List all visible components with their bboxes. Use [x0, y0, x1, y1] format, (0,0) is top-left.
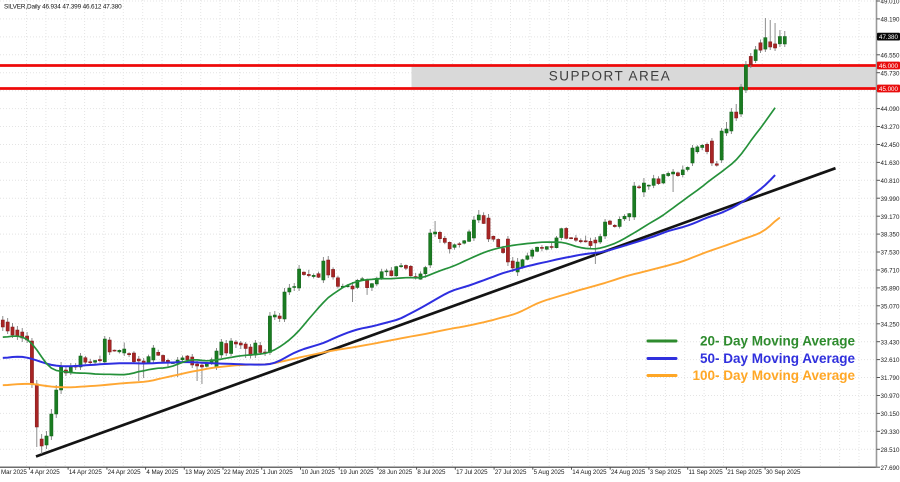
svg-text:42.450: 42.450: [881, 142, 900, 149]
svg-text:46.000: 46.000: [879, 63, 898, 70]
svg-text:41.630: 41.630: [881, 160, 900, 167]
svg-text:17 Jul 2025: 17 Jul 2025: [456, 469, 488, 476]
svg-text:46.550: 46.550: [881, 52, 900, 59]
svg-text:24 Apr 2025: 24 Apr 2025: [108, 469, 141, 476]
svg-text:1 Jun 2025: 1 Jun 2025: [263, 469, 294, 476]
svg-text:45.730: 45.730: [881, 70, 900, 77]
svg-text:21 Sep 2025: 21 Sep 2025: [727, 469, 762, 476]
svg-text:47.380: 47.380: [879, 34, 898, 41]
svg-text:40.810: 40.810: [881, 178, 900, 185]
svg-text:30 Sep 2025: 30 Sep 2025: [766, 469, 801, 476]
svg-text:39.990: 39.990: [881, 196, 900, 203]
svg-text:50- Day Moving Average: 50- Day Moving Average: [700, 351, 856, 366]
svg-text:48.190: 48.190: [881, 17, 900, 24]
svg-text:SILVER,Daily 46.934 47.399 46.: SILVER,Daily 46.934 47.399 46.612 47.380: [4, 4, 122, 11]
svg-text:35.070: 35.070: [881, 303, 900, 310]
svg-text:24 Aug 2025: 24 Aug 2025: [611, 469, 646, 476]
svg-text:27.690: 27.690: [881, 465, 900, 472]
svg-text:28.510: 28.510: [881, 447, 900, 454]
svg-text:4 May 2025: 4 May 2025: [146, 469, 178, 476]
svg-text:22 May 2025: 22 May 2025: [224, 469, 260, 476]
svg-text:100- Day Moving Average: 100- Day Moving Average: [692, 368, 855, 383]
svg-text:SUPPORT AREA: SUPPORT AREA: [549, 69, 672, 84]
svg-text:34.250: 34.250: [881, 321, 900, 328]
svg-text:20- Day Moving Average: 20- Day Moving Average: [700, 334, 856, 349]
svg-text:Mar 2025: Mar 2025: [1, 469, 27, 476]
svg-text:39.170: 39.170: [881, 214, 900, 221]
svg-text:35.890: 35.890: [881, 286, 900, 293]
svg-text:13 May 2025: 13 May 2025: [185, 469, 221, 476]
svg-text:10 Jun 2025: 10 Jun 2025: [301, 469, 335, 476]
svg-text:32.610: 32.610: [881, 357, 900, 364]
svg-text:33.430: 33.430: [881, 339, 900, 346]
svg-text:49.010: 49.010: [881, 0, 900, 6]
svg-text:4 Apr 2025: 4 Apr 2025: [30, 469, 60, 476]
svg-text:31.790: 31.790: [881, 375, 900, 382]
svg-text:3 Sep 2025: 3 Sep 2025: [650, 469, 682, 476]
svg-text:45.000: 45.000: [879, 86, 898, 93]
svg-text:27 Jul 2025: 27 Jul 2025: [495, 469, 527, 476]
svg-text:29.330: 29.330: [881, 429, 900, 436]
svg-text:5 Aug 2025: 5 Aug 2025: [534, 469, 565, 476]
svg-text:37.530: 37.530: [881, 250, 900, 257]
svg-text:43.270: 43.270: [881, 124, 900, 131]
svg-text:36.710: 36.710: [881, 268, 900, 275]
svg-text:11 Sep 2025: 11 Sep 2025: [689, 469, 724, 476]
svg-text:14 Apr 2025: 14 Apr 2025: [69, 469, 102, 476]
svg-text:44.090: 44.090: [881, 106, 900, 113]
svg-text:30.150: 30.150: [881, 411, 900, 418]
svg-text:38.350: 38.350: [881, 232, 900, 239]
svg-text:19 Jun 2025: 19 Jun 2025: [340, 469, 374, 476]
svg-text:28 Jun 2025: 28 Jun 2025: [379, 469, 413, 476]
svg-text:30.970: 30.970: [881, 393, 900, 400]
svg-text:14 Aug 2025: 14 Aug 2025: [572, 469, 607, 476]
svg-text:8 Jul 2025: 8 Jul 2025: [417, 469, 446, 476]
